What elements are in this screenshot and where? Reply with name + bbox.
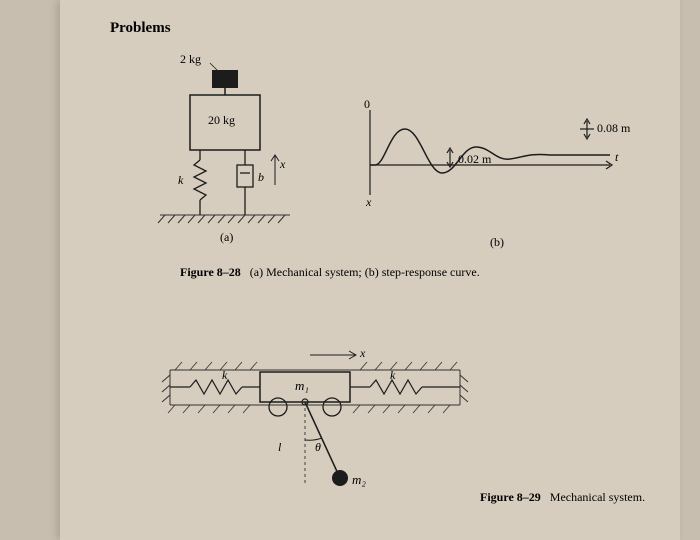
caption-8-28: Figure 8–28 (a) Mechanical system; (b) s… <box>180 265 480 280</box>
label-steady: 0.02 m <box>458 152 491 167</box>
label-2kg: 2 kg <box>180 52 201 67</box>
label-panel-a: (a) <box>220 230 233 245</box>
caption-8-29-label: Figure 8–29 <box>480 490 541 504</box>
label-b: b <box>258 170 264 185</box>
label-k: k <box>178 173 183 188</box>
step-response-svg <box>350 95 640 215</box>
label-x-b: x <box>366 195 371 210</box>
label-20kg: 20 kg <box>208 113 235 128</box>
caption-8-29: Figure 8–29 Mechanical system. <box>480 490 645 505</box>
label-l: l <box>278 440 281 455</box>
label-m1: m₁ <box>295 378 309 394</box>
figure-8-28b: 0 t x 0.08 m 0.02 m (b) <box>350 95 640 215</box>
caption-8-29-text: Mechanical system. <box>550 490 645 504</box>
label-origin: 0 <box>364 97 370 112</box>
label-panel-b: (b) <box>490 235 504 250</box>
label-x-a: x <box>280 157 285 172</box>
label-theta: θ <box>315 440 321 455</box>
pendulum-cart-svg <box>160 310 480 500</box>
mech-system-svg <box>140 55 320 235</box>
page-surface: Problems <box>60 0 680 540</box>
label-x-c: x <box>360 346 365 361</box>
label-t: t <box>615 150 618 165</box>
label-k-right: k <box>390 368 395 383</box>
label-m2: m₂ <box>352 472 366 488</box>
label-k-left: k <box>222 368 227 383</box>
caption-8-28-label: Figure 8–28 <box>180 265 241 279</box>
problems-heading: Problems <box>110 20 171 37</box>
label-overshoot: 0.08 m <box>597 121 630 136</box>
figure-8-29: k k m₁ m₂ l θ x <box>160 310 480 500</box>
figure-8-28a: 2 kg 20 kg k b x (a) <box>140 55 320 235</box>
caption-8-28-text: (a) Mechanical system; (b) step-response… <box>250 265 480 279</box>
